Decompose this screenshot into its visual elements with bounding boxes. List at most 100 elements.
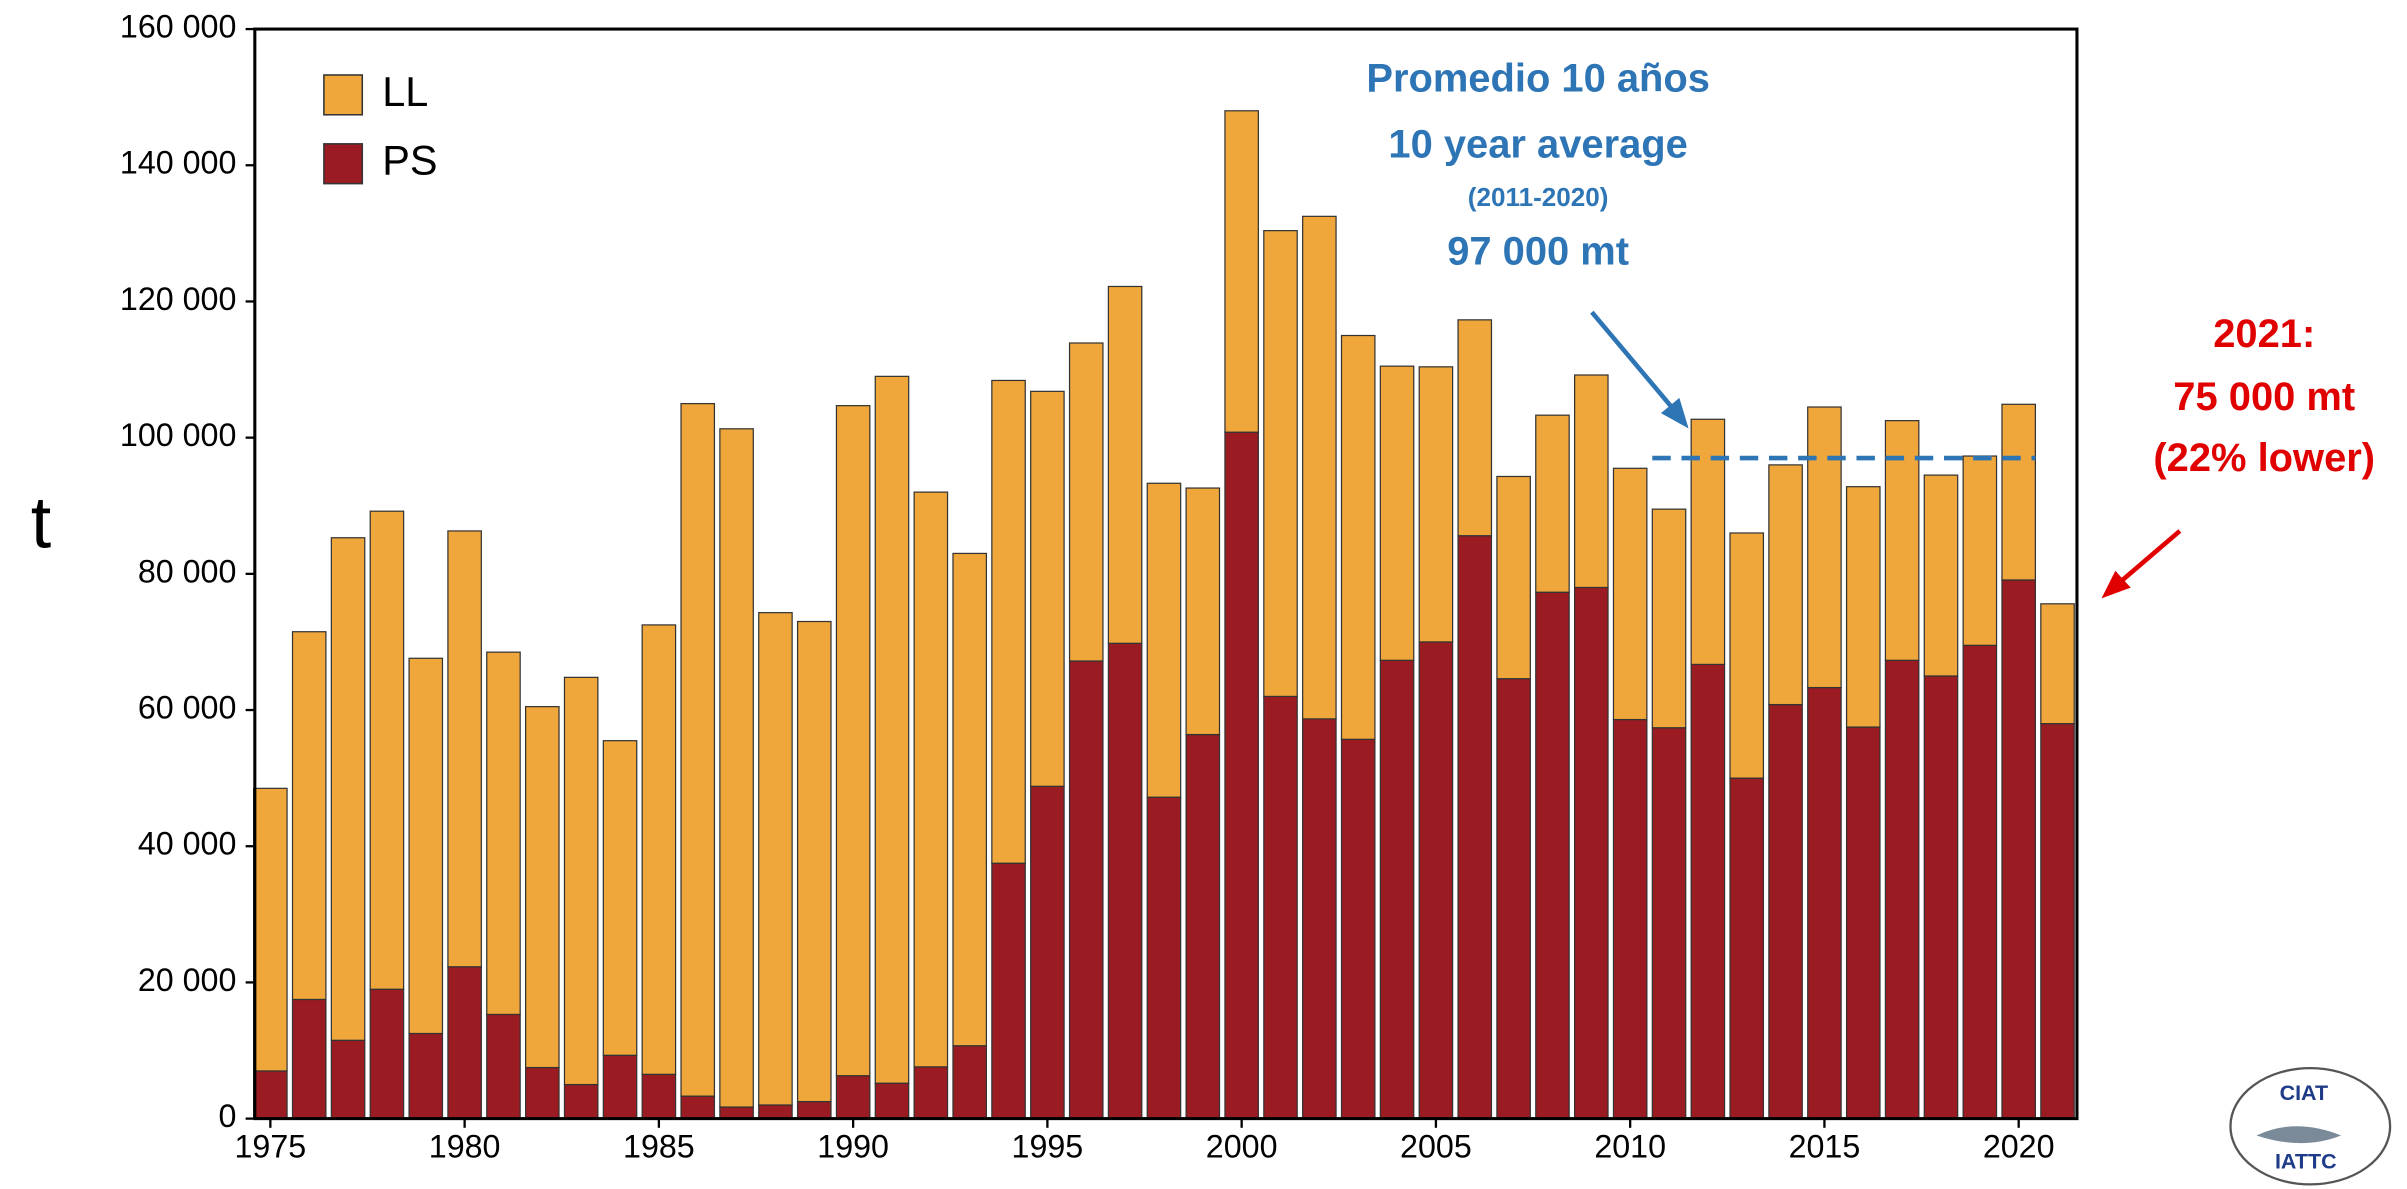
bar-segment xyxy=(408,1032,444,1120)
x-tick-label: 1985 xyxy=(623,1129,695,1165)
bar-segment xyxy=(602,1054,638,1120)
bar-segment xyxy=(758,1104,793,1120)
bar-segment xyxy=(1302,215,1337,720)
y-axis-label: t xyxy=(31,480,51,563)
y-tick-label: 0 xyxy=(218,1098,236,1134)
bar-segment xyxy=(253,1070,288,1120)
logo: CIAT IATTC xyxy=(2229,1066,2392,1186)
bar-segment xyxy=(1923,474,1959,677)
bar-segment xyxy=(1923,675,1959,1120)
bar-segment xyxy=(253,787,288,1072)
bar-segment xyxy=(1845,486,1881,728)
bar-segment xyxy=(719,428,754,1108)
bar-segment xyxy=(1884,420,1920,661)
bar-segment xyxy=(486,1013,521,1120)
bar-segment xyxy=(1807,406,1842,689)
bar-segment xyxy=(1418,641,1454,1120)
x-tick-label: 2000 xyxy=(1206,1129,1278,1165)
bar-segment xyxy=(1457,319,1493,537)
bar-segment xyxy=(1340,738,1376,1120)
bar-segment xyxy=(874,1082,910,1120)
annotation: 2021: xyxy=(2213,312,2315,356)
bar-segment xyxy=(1030,785,1065,1120)
y-tick-label: 120 000 xyxy=(120,281,236,317)
x-tick-label: 1995 xyxy=(1012,1129,1084,1165)
bar-segment xyxy=(1535,591,1570,1120)
x-tick-label: 2010 xyxy=(1594,1129,1666,1165)
x-tick-label: 2020 xyxy=(1983,1129,2055,1165)
bar-segment xyxy=(1068,342,1104,662)
bar-segment xyxy=(1302,718,1337,1120)
bar-segment xyxy=(1690,663,1726,1120)
y-tick-label: 60 000 xyxy=(138,690,237,726)
bar-segment xyxy=(369,510,405,990)
bar-segment xyxy=(1418,366,1454,643)
bar-segment xyxy=(1379,659,1415,1120)
x-tick-label: 1980 xyxy=(429,1129,501,1165)
bar-segment xyxy=(447,530,482,968)
bar-segment xyxy=(641,624,677,1075)
annotation: (2011-2020) xyxy=(1468,182,1609,212)
arrow xyxy=(2113,529,2182,588)
bar-segment xyxy=(1030,390,1065,787)
bar-segment xyxy=(563,1083,599,1120)
bar-segment xyxy=(525,1066,560,1120)
bar-segment xyxy=(1612,467,1648,721)
bar-segment xyxy=(291,998,327,1120)
bar-segment xyxy=(486,651,521,1016)
bar-segment xyxy=(1807,686,1842,1120)
bar-segment xyxy=(874,375,910,1084)
arrow-head xyxy=(1660,397,1689,429)
bar-segment xyxy=(1263,695,1298,1120)
logo-ring xyxy=(2229,1066,2392,1186)
bar-segment xyxy=(2001,579,2037,1120)
bar-segment xyxy=(1962,644,1998,1120)
bar-segment xyxy=(680,1095,716,1120)
bar-segment xyxy=(835,405,871,1077)
bar-segment xyxy=(2040,723,2075,1120)
x-tick-label: 1990 xyxy=(817,1129,889,1165)
bar-segment xyxy=(525,706,560,1069)
bar-segment xyxy=(1612,718,1648,1120)
bar-segment xyxy=(1457,535,1493,1120)
plot-frame xyxy=(253,27,2079,1121)
legend-label: LL xyxy=(382,69,428,115)
bar-segment xyxy=(1146,482,1182,798)
bar-segment xyxy=(1379,365,1415,661)
bar-segment xyxy=(991,862,1026,1120)
bar-segment xyxy=(1884,659,1920,1120)
y-tick-label: 100 000 xyxy=(120,417,236,453)
arrow-head xyxy=(2101,570,2131,599)
x-tick-label: 2005 xyxy=(1400,1129,1472,1165)
y-tick-label: 160 000 xyxy=(120,9,236,45)
bar-segment xyxy=(1340,334,1376,740)
legend-swatch xyxy=(323,74,364,116)
bar-segment xyxy=(1224,110,1259,433)
bar-segment xyxy=(1496,475,1531,680)
bar-segment xyxy=(1185,733,1221,1120)
bar-segment xyxy=(1107,642,1143,1120)
bar-segment xyxy=(291,631,327,1001)
annotation: Promedio 10 años xyxy=(1366,57,1710,101)
bar-segment xyxy=(447,966,482,1120)
bar-segment xyxy=(1651,508,1687,729)
bar-segment xyxy=(952,1045,988,1120)
bar-segment xyxy=(1107,285,1143,644)
annotation: 97 000 mt xyxy=(1447,230,1629,274)
bar-segment xyxy=(1573,374,1609,589)
bar-segment xyxy=(1146,796,1182,1120)
bar-segment xyxy=(1962,455,1998,646)
y-tick-label: 140 000 xyxy=(120,145,236,181)
bar-segment xyxy=(680,402,716,1097)
annotation: (22% lower) xyxy=(2153,436,2375,480)
bar-segment xyxy=(913,1066,949,1120)
bar-segment xyxy=(952,552,988,1047)
bar-segment xyxy=(330,1039,366,1120)
legend-label: PS xyxy=(382,138,437,184)
bar-segment xyxy=(1068,660,1104,1120)
bar-segment xyxy=(1496,678,1531,1120)
bar-segment xyxy=(602,740,638,1056)
logo-text: CIAT xyxy=(2280,1081,2328,1105)
bar-segment xyxy=(2040,603,2075,725)
